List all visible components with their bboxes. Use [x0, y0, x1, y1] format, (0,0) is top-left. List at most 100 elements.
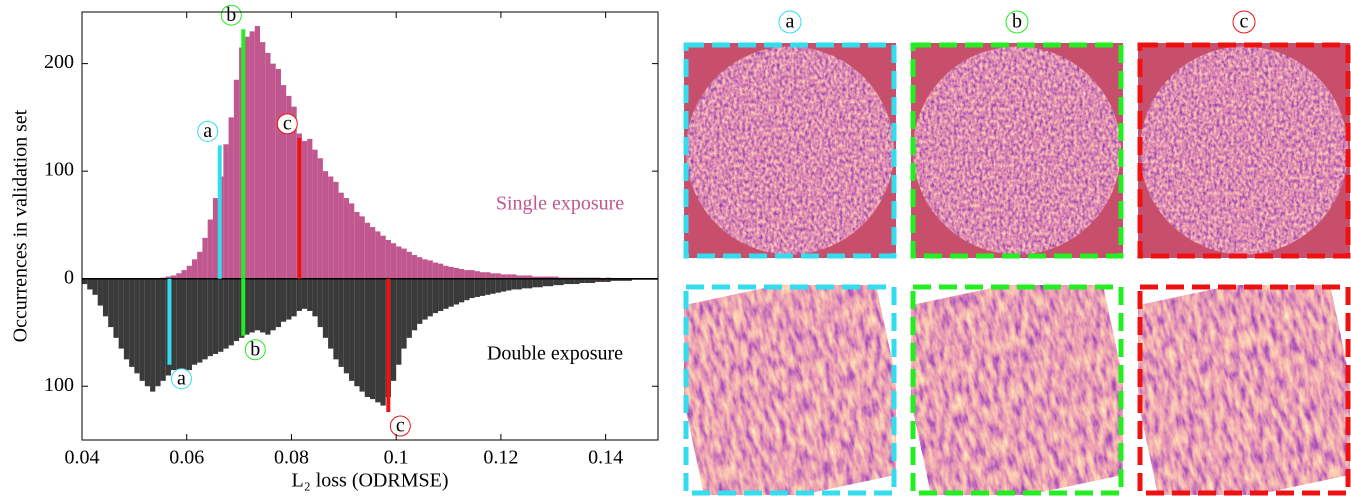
image-border [683, 42, 897, 259]
bar [228, 117, 234, 279]
bar [212, 198, 219, 279]
bar [354, 212, 360, 279]
bar [563, 278, 569, 285]
bar [584, 278, 590, 283]
image-label-circle [778, 10, 802, 34]
bar [265, 52, 271, 279]
bar [186, 265, 192, 279]
bar [102, 278, 109, 317]
bar [370, 227, 376, 279]
bar [233, 79, 240, 279]
bar [380, 278, 386, 406]
bar [296, 278, 302, 311]
y-axis-label: Occurrences in validation set [10, 109, 32, 342]
y-tick-label: 200 [44, 51, 74, 73]
bar [301, 141, 308, 279]
bar [390, 278, 397, 381]
bar [270, 278, 276, 331]
bar [511, 278, 517, 290]
bar [621, 278, 627, 281]
bar [516, 278, 522, 290]
bar [605, 278, 611, 282]
bar [568, 278, 575, 285]
bar [244, 36, 250, 279]
bar [385, 239, 391, 279]
bar [202, 237, 208, 279]
bar [448, 278, 454, 307]
bar [375, 278, 381, 403]
bar [527, 275, 533, 279]
bar [176, 273, 182, 279]
bar [490, 278, 496, 294]
bar [474, 278, 480, 297]
bar [181, 270, 187, 279]
bar [448, 266, 454, 279]
bar [265, 278, 271, 335]
image-label-circle [1232, 10, 1256, 34]
marker-label-circle [197, 120, 219, 142]
bar [474, 271, 480, 279]
bar [464, 270, 470, 279]
bar [542, 278, 549, 287]
bar [432, 262, 439, 279]
bar [626, 278, 632, 281]
bar [579, 278, 585, 283]
bar [417, 257, 423, 279]
bar [349, 203, 355, 279]
bar [443, 278, 449, 309]
x-tick-label: 0.08 [274, 447, 309, 469]
bar [254, 25, 261, 279]
bar [280, 85, 287, 279]
bar [553, 276, 559, 279]
plot-frame [81, 11, 659, 441]
bar [244, 278, 250, 335]
bar [396, 278, 402, 365]
bar [228, 278, 234, 346]
bar [207, 219, 213, 279]
marker-label: b [250, 338, 260, 360]
bar [542, 276, 549, 279]
bar [218, 278, 224, 352]
x-tick-label: 0.06 [169, 447, 204, 469]
bar [453, 278, 460, 305]
bar [260, 278, 266, 333]
bar [532, 278, 538, 288]
bar [506, 278, 512, 291]
bar [485, 278, 491, 295]
bar [286, 95, 292, 279]
image [1138, 285, 1351, 496]
bar [249, 278, 255, 333]
bar [286, 278, 292, 320]
x-axis-label: L₂ loss (ODRMSE) [292, 470, 449, 492]
bar [343, 278, 350, 374]
bar [532, 276, 538, 279]
marker-label: c [283, 112, 292, 134]
bar [411, 255, 418, 279]
bar [155, 278, 161, 387]
bar [197, 251, 203, 279]
bar [589, 278, 596, 283]
bar [139, 278, 145, 381]
bar [490, 273, 496, 279]
marker-label: a [203, 120, 212, 142]
bar [97, 278, 103, 306]
image-label: b [1012, 11, 1022, 33]
marker-label-circle [220, 4, 242, 26]
marker-label-circle [170, 368, 192, 390]
bar [370, 278, 376, 400]
bar [312, 278, 318, 317]
bar [233, 278, 240, 342]
marker-label-circle [244, 339, 266, 361]
image [1140, 46, 1348, 255]
bar [390, 243, 397, 279]
bar [537, 278, 543, 288]
series-label: Double exposure [487, 343, 623, 365]
bar [521, 275, 528, 279]
marker-label: c [396, 415, 405, 437]
bar [223, 278, 229, 349]
image-border [1137, 42, 1351, 259]
bar [443, 265, 449, 279]
bar [92, 278, 98, 295]
bar [553, 278, 559, 286]
image [913, 46, 1121, 255]
